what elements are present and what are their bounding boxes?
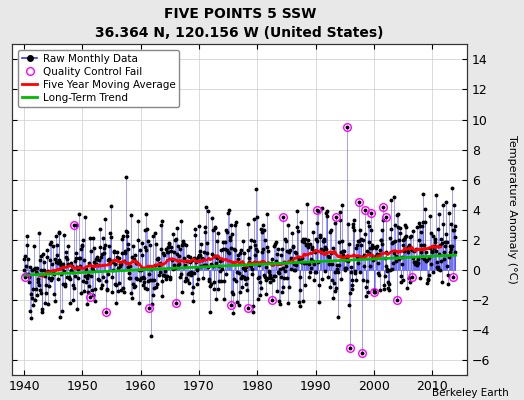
Title: FIVE POINTS 5 SSW
36.364 N, 120.156 W (United States): FIVE POINTS 5 SSW 36.364 N, 120.156 W (U… <box>95 7 384 40</box>
Text: Berkeley Earth: Berkeley Earth <box>432 388 508 398</box>
Y-axis label: Temperature Anomaly (°C): Temperature Anomaly (°C) <box>507 136 517 284</box>
Legend: Raw Monthly Data, Quality Control Fail, Five Year Moving Average, Long-Term Tren: Raw Monthly Data, Quality Control Fail, … <box>17 50 179 107</box>
